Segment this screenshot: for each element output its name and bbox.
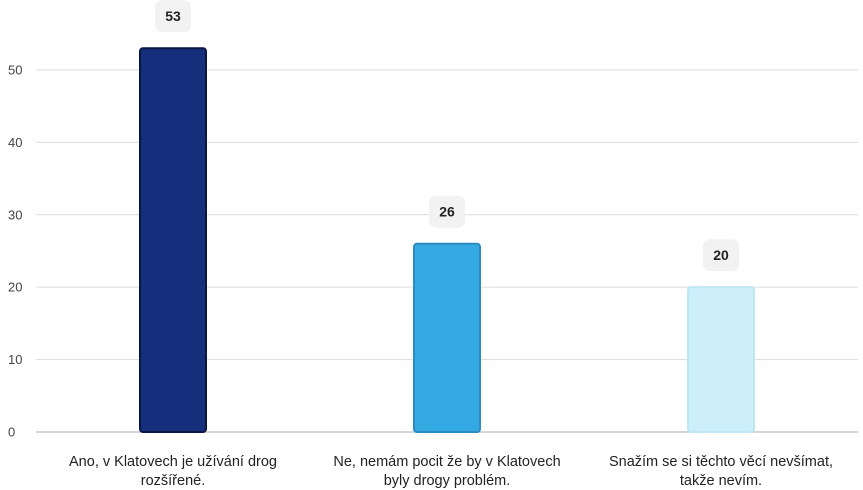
value-labels: 53 26 20 xyxy=(155,0,739,272)
bars xyxy=(139,47,755,434)
x-category-label: takže nevím. xyxy=(680,473,762,489)
y-tick-label: 10 xyxy=(8,352,22,367)
y-tick-label: 40 xyxy=(8,135,22,150)
x-axis-labels: Ano, v Klatovech je užívání drog rozšířen… xyxy=(69,454,833,489)
value-badge xyxy=(429,195,465,228)
value-label: 20 xyxy=(713,247,729,263)
bar xyxy=(413,242,481,433)
y-axis-ticks: 0 10 20 30 40 50 xyxy=(8,62,22,439)
bar xyxy=(139,47,207,433)
y-tick-label: 50 xyxy=(8,62,22,77)
value-label: 26 xyxy=(439,204,455,220)
x-category-label: rozšířené. xyxy=(141,473,205,489)
value-badge xyxy=(703,239,739,272)
y-tick-label: 0 xyxy=(8,425,15,440)
value-badge xyxy=(155,0,191,33)
bar xyxy=(687,286,755,434)
x-category-label: Ano, v Klatovech je užívání drog xyxy=(69,454,277,470)
y-tick-label: 30 xyxy=(8,207,22,222)
x-category-label: Ne, nemám pocit že by v Klatovech xyxy=(333,454,560,470)
x-category-label: byly drogy problém. xyxy=(384,473,511,489)
x-category-label: Snažím se si těchto věcí nevšímat, xyxy=(609,454,833,470)
value-label: 53 xyxy=(165,8,181,24)
y-tick-label: 20 xyxy=(8,280,22,295)
